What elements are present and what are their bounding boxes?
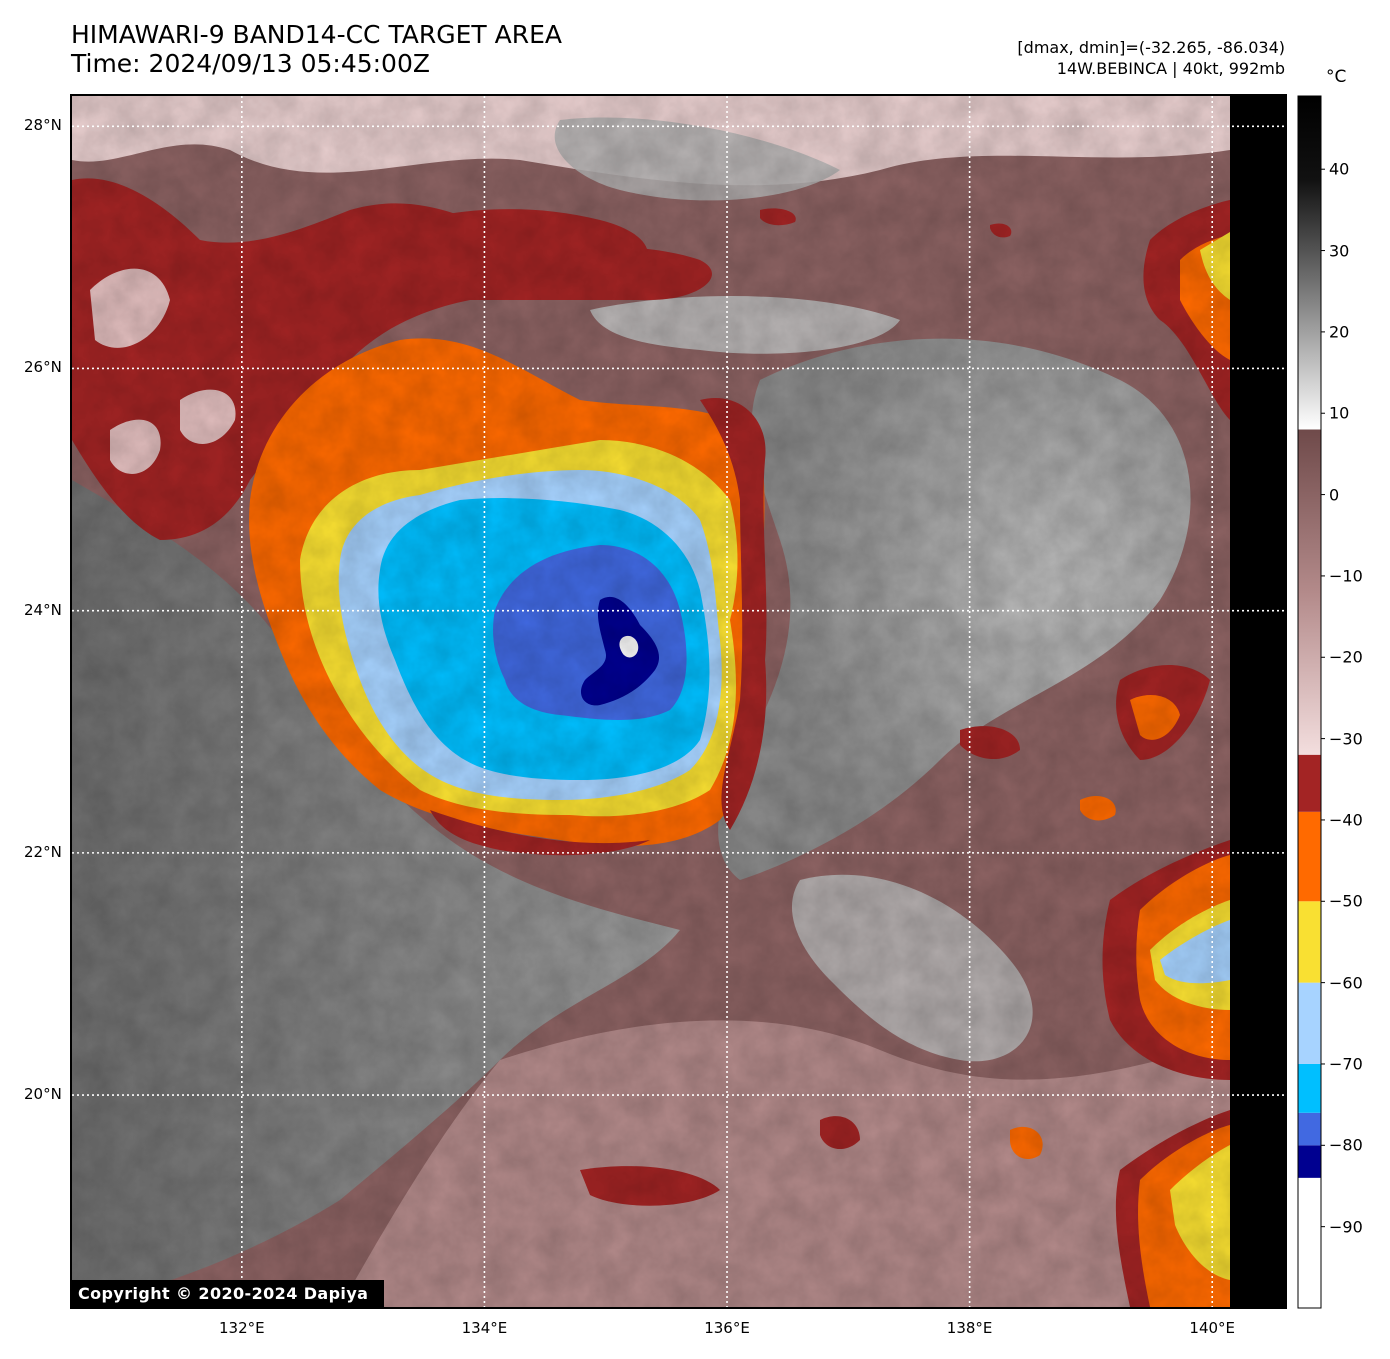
colorbar-segment [1298, 982, 1321, 1064]
colorbar-tick-label: −40 [1329, 810, 1363, 830]
lon-label: 140°E [1189, 1319, 1236, 1337]
lat-label: 20°N [24, 1085, 62, 1104]
colorbar-tick-label: −70 [1329, 1054, 1363, 1074]
figure-title: HIMAWARI-9 BAND14-CC TARGET AREA Time: 2… [71, 20, 562, 78]
colorbar-tick-label: −10 [1329, 566, 1363, 586]
colorbar-segment [1298, 1177, 1321, 1308]
colorbar-frame [1297, 95, 1322, 1309]
graticule [72, 96, 1285, 1307]
colorbar-tick-label: −90 [1329, 1217, 1363, 1237]
colorbar-tick-label: 10 [1329, 403, 1350, 423]
colorbar-segment [1298, 754, 1321, 812]
range-text: [dmax, dmin]=(-32.265, -86.034) [1017, 38, 1285, 57]
colorbar-brown-segment [1298, 429, 1321, 755]
lon-label: 134°E [461, 1319, 508, 1337]
lon-label: 138°E [946, 1319, 993, 1337]
colorbar-segment [1298, 1112, 1321, 1146]
colorbar-tick-label: −50 [1329, 891, 1363, 911]
offscan-strip [1230, 96, 1285, 1307]
colorbar-segment [1298, 901, 1321, 983]
colorbar-segment [1298, 1145, 1321, 1178]
lat-label: 26°N [24, 358, 62, 377]
colorbar-tick-label: −60 [1329, 973, 1363, 993]
colorbar-tick-label: 40 [1329, 159, 1350, 179]
colorbar-tick-label: −30 [1329, 729, 1363, 749]
lat-label: 22°N [24, 842, 62, 861]
colorbar-tick-label: 0 [1329, 485, 1340, 505]
colorbar-tick-label: −80 [1329, 1135, 1363, 1155]
lat-label: 28°N [24, 116, 62, 135]
colorbar-gray-segment [1298, 96, 1321, 430]
map-imagery [72, 96, 1285, 1307]
lat-label: 24°N [24, 600, 62, 619]
title-line1: HIMAWARI-9 BAND14-CC TARGET AREA [71, 20, 563, 49]
lon-label: 136°E [704, 1319, 750, 1337]
colorbar-unit: °C [1326, 67, 1347, 87]
colorbar-tick-label: 20 [1329, 322, 1350, 342]
colorbar [1298, 96, 1325, 1308]
map-frame [70, 94, 1287, 1309]
colorbar-tick-label: 30 [1329, 241, 1350, 261]
colorbar-tick-label: −20 [1329, 647, 1363, 667]
figure-meta: [dmax, dmin]=(-32.265, -86.034) 14W.BEBI… [1017, 37, 1285, 79]
storm-text: 14W.BEBINCA | 40kt, 992mb [1056, 59, 1285, 78]
title-line2: Time: 2024/09/13 05:45:00Z [71, 49, 430, 78]
copyright-badge: Copyright © 2020-2024 Dapiya [72, 1280, 384, 1307]
colorbar-segment [1298, 1063, 1321, 1113]
colorbar-segment [1298, 811, 1321, 902]
lon-label: 132°E [219, 1319, 265, 1337]
